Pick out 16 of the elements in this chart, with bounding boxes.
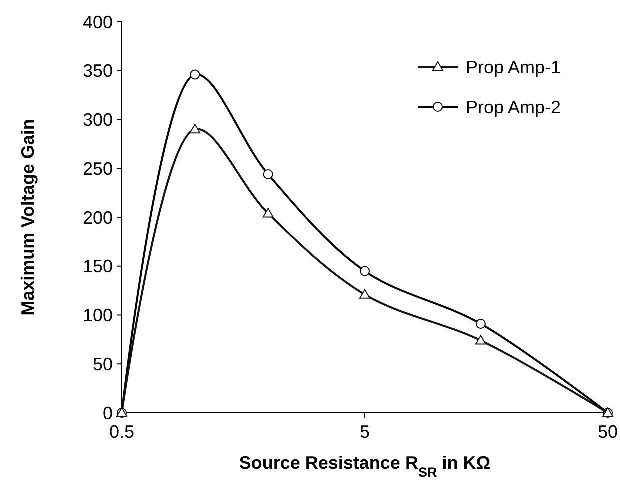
- y-tick-label: 50: [92, 354, 113, 374]
- legend-label: Prop Amp-2: [466, 97, 562, 118]
- y-tick-label: 0: [102, 403, 113, 424]
- x-tick-label: 50: [598, 422, 618, 442]
- y-tick-label: 150: [82, 256, 113, 277]
- legend-label: Prop Amp-1: [466, 57, 562, 78]
- x-tick-label: 0.5: [109, 422, 135, 442]
- x-axis-title: Source Resistance R$_{SR}$ in KΩ: [239, 453, 491, 480]
- y-tick-label: 300: [82, 110, 113, 130]
- y-axis-title: Maximum Voltage Gain: [18, 119, 38, 316]
- y-tick-label: 100: [82, 306, 113, 326]
- y-tick-label: 400: [82, 12, 113, 32]
- y-tick-label: 200: [82, 208, 113, 228]
- y-tick-label: 250: [82, 158, 113, 179]
- x-tick-label: 5: [360, 422, 370, 442]
- y-tick-label: 350: [82, 61, 113, 82]
